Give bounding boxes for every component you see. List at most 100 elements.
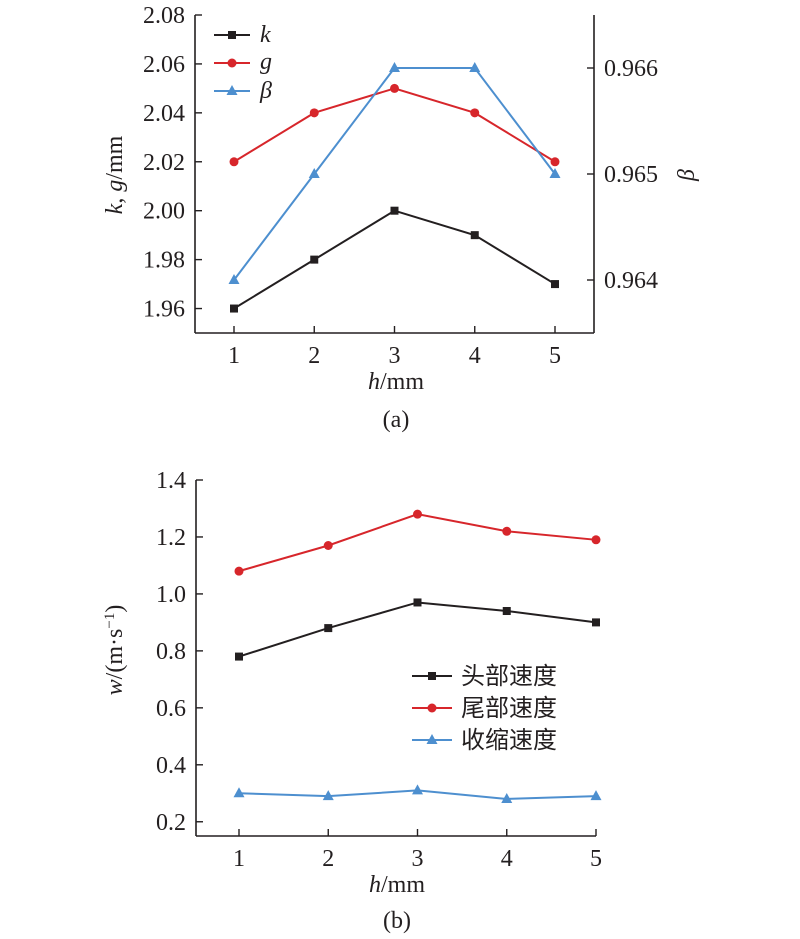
y-tick-label: 2.06 (143, 52, 185, 78)
y-axis-label-a-k: k (102, 203, 128, 214)
series-line-beta (233, 67, 556, 281)
series-line-tail-speed (238, 513, 597, 573)
legend-label-g: g (260, 49, 272, 75)
data-point-tail-speed (413, 509, 422, 519)
legend-item-beta: β (214, 78, 272, 104)
y-tick-label: 1.0 (156, 582, 186, 608)
x-axis-label-a-unit: /mm (380, 369, 424, 395)
legend-marker-k (228, 31, 236, 39)
x-tick-label: 2 (322, 846, 334, 872)
left-y-ticks-a: 1.96 1.98 2.00 2.02 2.04 2.06 2.08 (143, 3, 202, 323)
legend-marker-beta (226, 85, 238, 95)
legend-item-k: k (214, 22, 271, 48)
caption-b: (b) (383, 908, 411, 934)
data-point-tail-speed (591, 535, 601, 545)
data-point-g (309, 108, 319, 118)
data-point-beta (389, 62, 400, 72)
legend-label-contraction-speed: 收缩速度 (461, 726, 557, 754)
y-tick-label: 0.8 (156, 639, 186, 665)
x-tick-label: 2 (308, 343, 320, 369)
series-k (230, 206, 559, 313)
y-tick-label: 2.00 (143, 199, 185, 225)
legend-marker-tail-speed (427, 703, 437, 713)
legend-a: k g β (214, 22, 272, 104)
x-tick-label: 1 (233, 846, 245, 872)
y-tick-label: 2.02 (143, 150, 185, 176)
y-axis-label-b-w: w (102, 679, 128, 695)
y2-tick-label: 0.965 (604, 162, 658, 188)
legend-label-tail-speed: 尾部速度 (461, 694, 557, 722)
y-tick-label: 1.96 (143, 297, 185, 323)
y2-tick-label: 0.966 (604, 56, 658, 82)
data-point-head-speed (592, 618, 600, 627)
x-ticks-b: 1 2 3 4 5 (233, 829, 602, 872)
legend-marker-contraction-speed (426, 734, 438, 744)
x-axis-label-a: h/mm (368, 369, 424, 395)
y-tick-label: 2.08 (143, 3, 185, 29)
plot-area-b (195, 480, 596, 837)
series-beta (228, 62, 561, 284)
series-line-g (233, 87, 556, 163)
data-point-k (390, 206, 399, 215)
legend-item-g: g (214, 49, 272, 75)
y-axis-label-a-sep: , (102, 192, 128, 204)
series-line-head-speed (238, 601, 597, 658)
x-tick-label: 4 (501, 846, 513, 872)
y-tick-label: 0.6 (156, 696, 186, 722)
legend-label-head-speed: 头部速度 (461, 662, 557, 690)
y-axis-label-a-g: g (102, 180, 128, 192)
data-point-beta (469, 62, 481, 72)
y-axis-label-b-unit: /(m·s (102, 629, 128, 680)
chart-panel-a: 1.961.982.002.022.042.062.08 0.9640.9650… (102, 3, 700, 433)
y2-axis-label-a: β (674, 169, 700, 182)
series-a (228, 62, 561, 313)
data-point-head-speed (413, 598, 422, 607)
y-tick-label: 0.4 (156, 753, 186, 779)
series-line-k (233, 209, 556, 310)
y-tick-label: 0.2 (156, 810, 186, 836)
y2-tick-label: 0.964 (604, 268, 658, 294)
chart-panel-b: 0.2 0.4 0.6 0.8 1.0 1.2 1.4 1 2 3 4 5 头部速度 尾部速度 收缩… (102, 468, 602, 934)
x-tick-label: 3 (412, 846, 424, 872)
y-axis-label-b: w/(m·s−1) (102, 605, 128, 696)
y-tick-label: 1.4 (156, 468, 186, 494)
legend-marker-head-speed (428, 672, 436, 680)
series-contraction-speed (233, 784, 602, 803)
x-tick-label: 5 (590, 846, 602, 872)
data-point-g (390, 83, 399, 93)
data-point-beta (549, 168, 561, 178)
data-point-head-speed (502, 607, 511, 616)
data-point-contraction-speed (233, 787, 245, 798)
y-axis-label-a: k, g/mm (102, 135, 128, 214)
data-point-tail-speed (323, 541, 333, 551)
data-point-k (551, 280, 559, 289)
data-point-g (550, 157, 560, 167)
data-point-tail-speed (234, 566, 244, 576)
data-point-contraction-speed (590, 790, 602, 801)
y-axis-label-a-unit: /mm (102, 135, 128, 179)
x-axis-label-b-h: h (369, 872, 381, 898)
y-axis-label-b-close: ) (102, 605, 128, 613)
y-tick-label: 1.98 (143, 248, 185, 274)
data-point-k (230, 304, 238, 313)
x-tick-label: 3 (389, 343, 401, 369)
x-axis-label-b-unit: /mm (381, 872, 425, 898)
data-point-contraction-speed (412, 784, 423, 795)
legend-item-tail-speed: 尾部速度 (412, 694, 557, 722)
data-point-contraction-speed (322, 790, 334, 801)
legend-label-k: k (260, 22, 271, 48)
data-point-k (470, 231, 479, 240)
legend-item-head-speed: 头部速度 (412, 662, 557, 690)
legend-label-beta: β (259, 78, 272, 104)
x-tick-label: 5 (549, 343, 561, 369)
legend-item-contraction-speed: 收缩速度 (412, 726, 557, 754)
series-tail-speed (234, 509, 601, 576)
data-point-contraction-speed (501, 792, 513, 803)
right-y-ticks-a: 0.964 0.965 0.966 (587, 56, 658, 294)
data-point-beta (308, 168, 320, 178)
legend-b: 头部速度 尾部速度 收缩速度 (412, 662, 557, 754)
series-head-speed (235, 598, 600, 661)
series-b (233, 509, 602, 803)
data-point-head-speed (324, 624, 333, 633)
